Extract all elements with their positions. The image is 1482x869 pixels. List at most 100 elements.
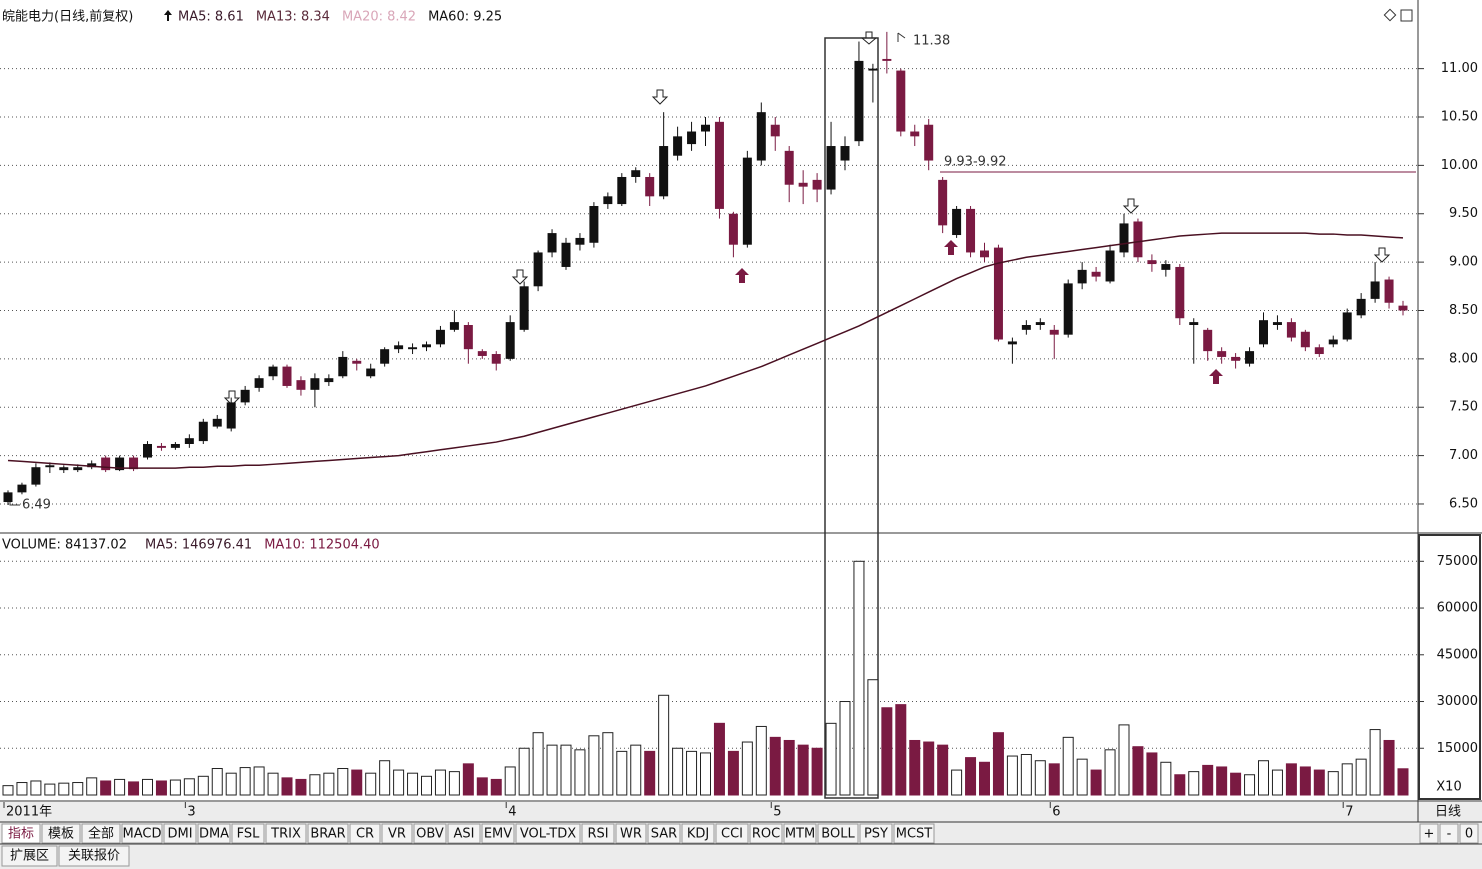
- indicator-tab[interactable]: [81, 823, 121, 844]
- indicator-tab[interactable]: [41, 823, 81, 844]
- window-icon[interactable]: [1383, 8, 1397, 22]
- bottom-tab[interactable]: [1, 845, 58, 867]
- indicator-tab-label[interactable]: VOL-TDX: [520, 827, 576, 842]
- volume-bar: [1174, 774, 1186, 796]
- indicator-tab[interactable]: [893, 823, 935, 844]
- candle-body: [1342, 312, 1352, 340]
- indicator-tab[interactable]: [447, 823, 481, 844]
- volume-bar: [16, 782, 28, 796]
- indicator-tab-label[interactable]: 全部: [88, 826, 114, 842]
- indicator-tab-label[interactable]: RSI: [587, 827, 608, 842]
- volume-bar: [1118, 724, 1130, 796]
- volume-bar: [1020, 753, 1032, 796]
- indicator-tab-label[interactable]: DMI: [167, 827, 192, 842]
- volume-bar: [142, 778, 153, 796]
- level-annotation: 9.93-9.92: [944, 155, 1007, 170]
- window-icon[interactable]: [1400, 9, 1413, 22]
- indicator-tab-label[interactable]: KDJ: [687, 827, 709, 842]
- indicator-tab[interactable]: [859, 823, 893, 844]
- indicator-tab-label[interactable]: PSY: [864, 827, 888, 842]
- zoom-button[interactable]: [1419, 823, 1439, 844]
- indicator-tab-label[interactable]: 模板: [48, 827, 74, 842]
- period-label[interactable]: 日线: [1435, 805, 1461, 820]
- volume-bar: [100, 780, 112, 796]
- indicator-tab-label[interactable]: BRAR: [310, 827, 345, 842]
- candle-body: [1286, 322, 1296, 338]
- zoom-button[interactable]: [1439, 823, 1459, 844]
- buy-arrow: [944, 240, 958, 255]
- indicator-tab[interactable]: [307, 823, 349, 844]
- indicator-tab[interactable]: [749, 823, 783, 844]
- volume-bar: [211, 768, 223, 796]
- indicator-tab[interactable]: [817, 823, 859, 844]
- indicator-tab[interactable]: [381, 823, 413, 844]
- indicator-tab[interactable]: [163, 823, 197, 844]
- indicator-tab-label[interactable]: MACD: [123, 827, 162, 842]
- candle-body: [366, 368, 376, 377]
- zoom-button-label[interactable]: +: [1424, 827, 1435, 842]
- indicator-tab[interactable]: [197, 823, 231, 844]
- indicator-tab-label[interactable]: CCI: [721, 827, 743, 842]
- bottom-tab[interactable]: [58, 845, 130, 867]
- indicator-tab[interactable]: [615, 823, 647, 844]
- indicator-tab-label[interactable]: ROC: [752, 827, 780, 842]
- zoom-button-label[interactable]: 0: [1465, 827, 1473, 842]
- indicator-tab-label[interactable]: EMV: [484, 827, 512, 842]
- volume-bar: [518, 747, 530, 796]
- candle-body: [380, 349, 390, 364]
- volume-bar: [225, 772, 237, 796]
- indicator-tab-label[interactable]: FSL: [237, 827, 261, 842]
- candle-body: [1091, 271, 1101, 277]
- volume-bar: [1048, 763, 1060, 796]
- candle-body: [714, 121, 724, 209]
- bottom-tab-label[interactable]: 关联报价: [68, 849, 120, 864]
- indicator-tab-label[interactable]: MTM: [785, 827, 815, 842]
- indicator-tab[interactable]: [231, 823, 265, 844]
- indicator-tab[interactable]: [515, 823, 581, 844]
- volume-bar: [811, 747, 823, 796]
- zoom-button-label[interactable]: -: [1447, 827, 1452, 842]
- indicator-tab-label[interactable]: DMA: [199, 827, 229, 842]
- candle-body: [589, 206, 599, 243]
- indicator-tab-label[interactable]: TRIX: [270, 827, 301, 842]
- sell-arrow: [223, 390, 241, 406]
- indicator-tab[interactable]: [1, 823, 41, 844]
- candle-body: [980, 250, 989, 258]
- indicator-tab-label[interactable]: WR: [620, 827, 642, 842]
- bottom-tab-label[interactable]: 扩展区: [10, 849, 49, 864]
- candle-body: [547, 233, 557, 253]
- indicator-tab[interactable]: [581, 823, 615, 844]
- indicator-tab[interactable]: [481, 823, 515, 844]
- indicator-tab-label[interactable]: SAR: [651, 827, 677, 842]
- candle-body: [310, 378, 320, 390]
- indicator-tab-label[interactable]: VR: [388, 827, 406, 842]
- indicator-tab[interactable]: [265, 823, 307, 844]
- indicator-tab-label[interactable]: CR: [356, 827, 374, 842]
- volume-bar: [616, 750, 628, 796]
- indicator-tab[interactable]: [413, 823, 447, 844]
- volume-bar: [351, 769, 363, 796]
- indicator-tab-label[interactable]: BOLL: [821, 827, 855, 842]
- indicator-tab[interactable]: [715, 823, 749, 844]
- indicator-tab-label[interactable]: ASI: [454, 827, 475, 842]
- candle-body: [296, 380, 306, 390]
- y-tick-label: 30000: [1437, 694, 1478, 709]
- indicator-tab[interactable]: [783, 823, 817, 844]
- y-tick-label: 10.00: [1441, 158, 1478, 173]
- candle-body: [394, 345, 404, 350]
- candle-body: [966, 208, 976, 253]
- indicator-tab-label[interactable]: MCST: [896, 827, 933, 842]
- indicator-tab-label[interactable]: OBV: [416, 827, 444, 842]
- candle-body: [784, 150, 794, 185]
- volume-bar: [672, 747, 684, 796]
- indicator-tab[interactable]: [349, 823, 381, 844]
- indicator-tab[interactable]: [681, 823, 715, 844]
- candle-body: [491, 354, 501, 364]
- zoom-button[interactable]: [1459, 823, 1479, 844]
- sell-arrow: [511, 269, 529, 285]
- candle-body: [1077, 269, 1087, 284]
- indicator-tab[interactable]: [647, 823, 681, 844]
- indicator-tab[interactable]: [121, 823, 163, 844]
- indicator-tab-label[interactable]: 指标: [8, 827, 34, 842]
- volume-bar: [825, 722, 837, 796]
